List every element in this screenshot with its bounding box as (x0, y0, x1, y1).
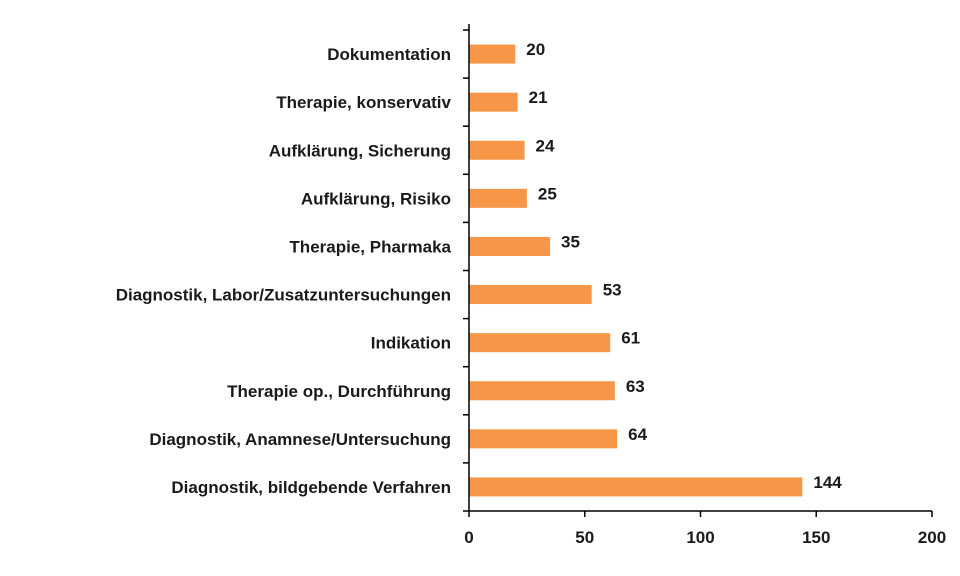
x-tick-label: 150 (802, 528, 830, 547)
bar (469, 333, 611, 353)
category-label: Aufklärung, Sicherung (269, 141, 451, 160)
value-label: 53 (603, 281, 622, 300)
value-label: 20 (526, 40, 545, 59)
x-axis-ticks: 0 50 100 150 200 (463, 29, 946, 547)
value-label: 144 (813, 473, 842, 492)
bar (469, 381, 615, 401)
bars-group (469, 44, 803, 497)
category-label: Therapie, Pharmaka (289, 237, 451, 256)
bar (469, 236, 551, 256)
category-label: Dokumentation (327, 45, 451, 64)
x-tick-label: 100 (686, 528, 714, 547)
x-tick-label: 50 (575, 528, 594, 547)
value-label: 61 (621, 329, 640, 348)
category-label: Therapie, konservativ (276, 93, 451, 112)
value-label: 63 (626, 377, 645, 396)
category-label: Diagnostik, Anamnese/Untersuchung (149, 430, 451, 449)
bar (469, 429, 618, 449)
bar (469, 92, 518, 112)
category-labels: Dokumentation Therapie, konservativ Aufklä… (116, 45, 452, 497)
bar (469, 477, 803, 497)
category-label: Diagnostik, bildgebende Verfahren (171, 478, 451, 497)
category-label: Therapie op., Durchführung (227, 382, 451, 401)
value-labels: 20 21 24 25 35 53 61 63 64 144 (526, 40, 842, 492)
x-tick-label: 200 (918, 528, 946, 547)
category-label: Diagnostik, Labor/Zusatzuntersuchungen (116, 286, 451, 305)
value-label: 64 (628, 425, 647, 444)
bar (469, 44, 516, 64)
category-label: Indikation (371, 334, 451, 353)
bar (469, 140, 525, 160)
x-tick-label: 0 (464, 528, 473, 547)
value-label: 35 (561, 232, 580, 251)
value-label: 21 (529, 88, 548, 107)
bar (469, 188, 527, 208)
bar (469, 285, 592, 305)
value-label: 25 (538, 184, 557, 203)
category-label: Aufklärung, Risiko (301, 189, 451, 208)
value-label: 24 (536, 136, 555, 155)
